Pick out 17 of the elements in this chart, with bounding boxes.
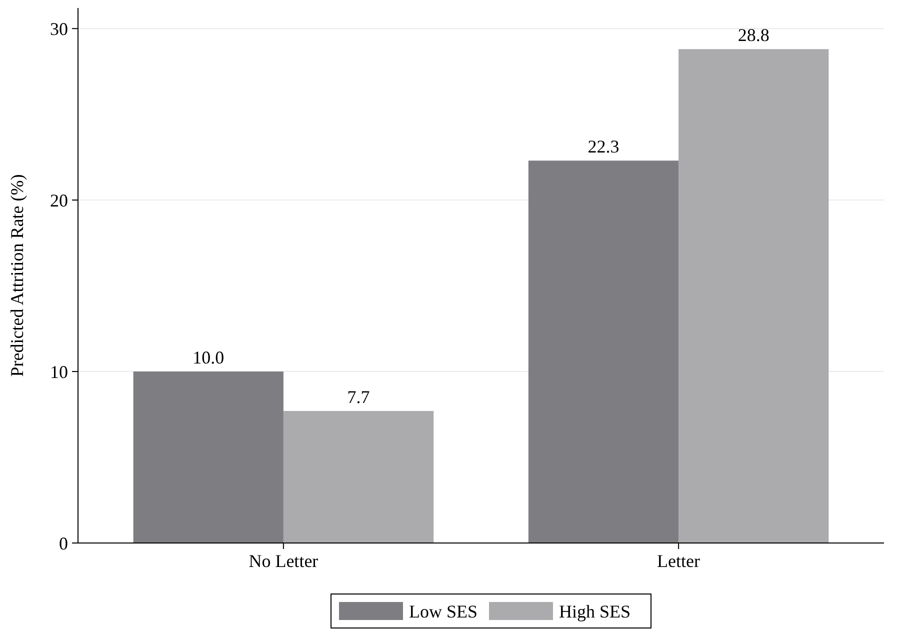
bar [528, 160, 679, 543]
legend-label: High SES [559, 601, 631, 622]
y-tick-label: 10 [50, 362, 68, 382]
bar [133, 372, 284, 543]
legend-label: Low SES [409, 601, 478, 622]
y-tick-label: 20 [50, 190, 68, 210]
y-tick-label: 30 [50, 18, 68, 39]
data-label: 28.8 [738, 25, 770, 46]
data-label: 22.3 [588, 136, 620, 157]
bar [283, 410, 434, 543]
data-label: 7.7 [347, 386, 370, 407]
y-axis-title: Predicted Attrition Rate (%) [7, 174, 27, 377]
data-label: 10.0 [192, 348, 224, 368]
y-tick-label: 0 [59, 533, 68, 554]
x-tick-label: Letter [657, 551, 700, 571]
x-tick-label: No Letter [248, 551, 318, 571]
bar [678, 49, 829, 543]
